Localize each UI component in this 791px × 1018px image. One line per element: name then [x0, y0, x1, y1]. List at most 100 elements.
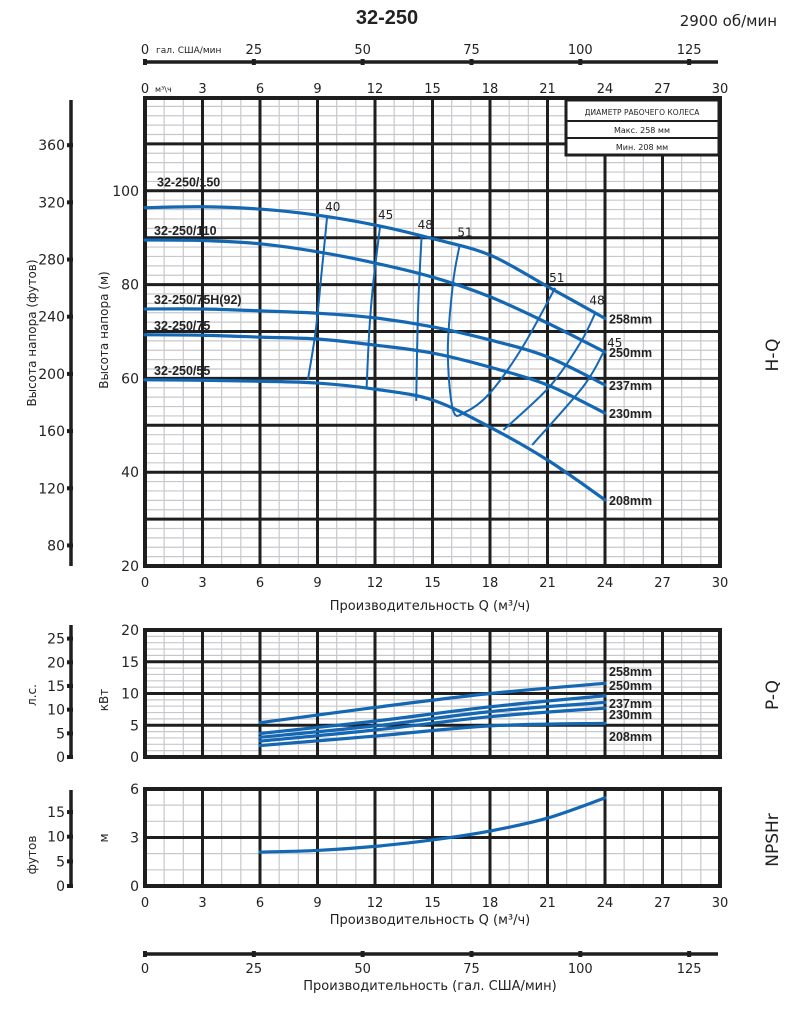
- npsh-x-tick-label: 0: [141, 896, 149, 911]
- pq-diameter-label: 230mm: [609, 708, 652, 722]
- top-m3h-unit: м³\ч: [155, 85, 172, 94]
- pq-secondary-tick-label: 0: [56, 750, 65, 766]
- pq-y2-label: л.с.: [25, 684, 39, 706]
- hq-x-tick-label: 21: [539, 576, 556, 591]
- npsh-title: NPSHr: [763, 813, 783, 867]
- bottom-gal-tick-label: 0: [141, 962, 149, 977]
- top-m3h-tick-label: 18: [482, 82, 499, 97]
- npsh-secondary-tick: [67, 810, 73, 815]
- efficiency-label: 51: [549, 271, 564, 285]
- bottom-gal-tick-label: 25: [246, 962, 263, 977]
- pq-curve-230mm: [258, 706, 607, 743]
- npsh-y-tick-label: 6: [130, 782, 139, 798]
- top-m3h-tick-label: 12: [367, 82, 384, 97]
- top-m3h-tick-label: 24: [597, 82, 614, 97]
- pq-secondary-tick-label: 20: [47, 655, 65, 671]
- hq-secondary-tick-label: 80: [47, 538, 65, 554]
- efficiency-curve-48: [502, 312, 597, 431]
- npsh-y-tick-label: 0: [130, 879, 139, 895]
- hq-diameter-label: 258mm: [609, 312, 652, 326]
- pq-diameter-label: 237mm: [609, 697, 652, 711]
- npsh-x-tick-label: 12: [367, 896, 384, 911]
- bottom-gal-tick-label: 100: [568, 962, 593, 977]
- legend-title: ДИАМЕТР РАБОЧЕГО КОЛЕСА: [585, 108, 701, 117]
- efficiency-label: 51: [457, 226, 472, 240]
- hq-curve-237mm: [143, 307, 607, 387]
- npsh-secondary-tick-label: 15: [47, 805, 65, 821]
- top-gal-tick: [360, 59, 365, 65]
- npsh-x-tick-label: 30: [712, 896, 729, 911]
- efficiency-curve-45: [531, 352, 604, 446]
- pq-secondary-tick-label: 5: [56, 726, 65, 742]
- top-gal-tick-label: 125: [677, 43, 702, 58]
- pq-title: P-Q: [763, 680, 783, 710]
- hq-secondary-tick-label: 240: [38, 310, 65, 326]
- npsh-x-tick-label: 24: [597, 896, 614, 911]
- pq-curve-258mm: [258, 681, 607, 725]
- npsh-x-tick-label: 21: [539, 896, 556, 911]
- pq-diameter-label: 208mm: [609, 730, 652, 744]
- hq-secondary-tick: [67, 429, 73, 434]
- hq-curve-258mm: [143, 205, 607, 320]
- impeller-legend: ДИАМЕТР РАБОЧЕГО КОЛЕСА Макс. 258 мм Мин…: [564, 98, 721, 157]
- hq-secondary-tick: [67, 314, 73, 319]
- pq-y-tick-label: 20: [121, 623, 139, 639]
- efficiency-label: 48: [589, 294, 604, 308]
- hq-y-tick-label: 80: [121, 278, 139, 294]
- top-m3h-tick-label: 27: [654, 82, 671, 97]
- bottom-gal-tick: [143, 951, 147, 957]
- npsh-secondary-tick-label: 5: [56, 854, 65, 870]
- pq-y-tick-label: 5: [130, 718, 139, 734]
- pq-diameter-label: 258mm: [609, 665, 652, 679]
- model-label: 32-250/110: [154, 224, 217, 238]
- npsh-y2-label: футов: [25, 836, 39, 875]
- hq-x-tick-label: 18: [482, 576, 499, 591]
- bottom-gal-tick-label: 75: [463, 962, 480, 977]
- hq-secondary-tick: [67, 200, 73, 205]
- hq-secondary-tick-label: 280: [38, 253, 65, 269]
- hq-diameter-label: 230mm: [609, 407, 652, 421]
- pq-y-label: кВт: [97, 689, 111, 711]
- hq-y-tick-label: 60: [121, 371, 139, 387]
- efficiency-label: 48: [418, 218, 433, 232]
- hq-y2-label: Высота напора (футов): [25, 259, 39, 406]
- bottom-gal-tick-label: 125: [677, 962, 702, 977]
- pq-curve-250mm: [258, 694, 607, 736]
- hq-secondary-tick: [67, 143, 73, 148]
- hq-x-tick-label: 3: [198, 576, 206, 591]
- bottom-gal-tick-label: 50: [354, 962, 371, 977]
- npsh-x-tick-label: 27: [654, 896, 671, 911]
- hq-y-tick-label: 40: [121, 465, 139, 481]
- hq-y-tick-label: 20: [121, 559, 139, 575]
- top-gal-tick: [687, 59, 692, 65]
- hq-secondary-tick: [67, 371, 73, 376]
- efficiency-label: 45: [378, 208, 393, 222]
- npsh-secondary-tick-label: 10: [47, 830, 65, 846]
- model-label: 32-250/75H(92): [154, 293, 242, 307]
- bottom-gal-tick: [251, 951, 256, 957]
- efficiency-label: 40: [325, 200, 340, 214]
- top-gal-tick: [251, 59, 256, 65]
- hq-y-label: Высота напора (м): [97, 271, 111, 388]
- hq-secondary-tick: [67, 257, 73, 262]
- hq-x-tick-label: 12: [367, 576, 384, 591]
- chart-title: 32-250: [356, 7, 418, 29]
- hq-secondary-tick-label: 160: [38, 424, 65, 440]
- efficiency-curve-48: [415, 236, 423, 401]
- bottom-gal-tick: [687, 951, 692, 957]
- npsh-curve: [258, 796, 607, 854]
- hq-secondary-tick: [67, 486, 73, 491]
- bottom-gal-tick: [360, 951, 365, 957]
- bottom-gal-tick: [469, 951, 474, 957]
- top-m3h-tick-label: 9: [313, 82, 321, 97]
- pq-secondary-tick-label: 25: [47, 632, 65, 648]
- hq-x-tick-label: 0: [141, 576, 149, 591]
- model-label: 32-250/55: [154, 364, 210, 378]
- npsh-secondary-tick-label: 0: [56, 879, 65, 895]
- npsh-x-tick-label: 6: [256, 896, 264, 911]
- top-m3h-tick-label: 15: [424, 82, 441, 97]
- top-m3h-tick-label: 0: [141, 82, 149, 97]
- top-m3h-tick-label: 3: [198, 82, 206, 97]
- top-m3h-tick-label: 21: [539, 82, 556, 97]
